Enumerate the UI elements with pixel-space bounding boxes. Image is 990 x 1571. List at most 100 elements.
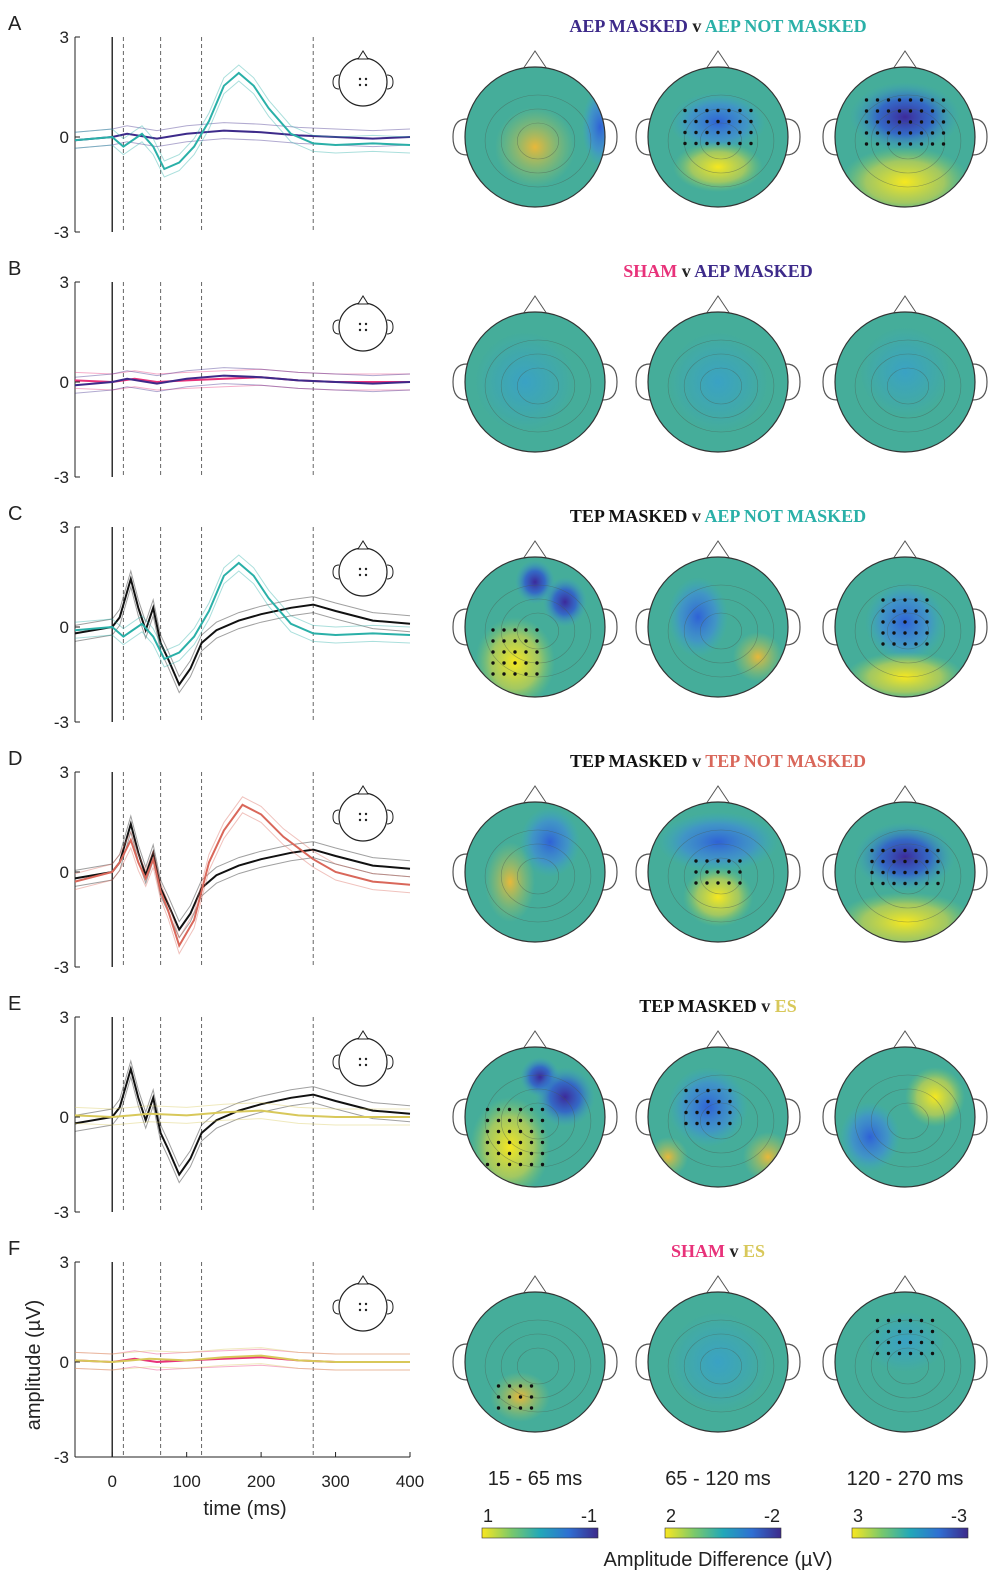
topomap-4-0-electrode: [485, 1162, 490, 1167]
topomap-0-2-electrode: [919, 98, 924, 102]
topomap-0-1-electrode: [716, 108, 720, 113]
topomap-3-2-contour-2: [854, 829, 962, 923]
topomap-5-0-map: [465, 1292, 605, 1432]
comparison-title: TEP MASKED v TEP NOT MASKED: [570, 751, 866, 771]
aep-not-masked-ci-upper: [74, 554, 411, 652]
topomap-5-2-electrode: [897, 1318, 902, 1323]
comparison-title-aep-masked: AEP MASKED: [569, 16, 688, 36]
topomap-4-0-electrode: [540, 1107, 545, 1112]
topomap-0-2-electrode: [864, 109, 869, 113]
topomap-2-0-ear-right: [602, 608, 618, 646]
topomap-0-1-electrode: [749, 119, 753, 124]
topomap-0-2-electrode: [930, 120, 935, 124]
topomap-4-0-electrode: [485, 1107, 490, 1112]
topomap-0-1-contour-0: [699, 122, 742, 160]
topomap-3-2-electrode: [914, 859, 918, 864]
topomap-5-2-electrode: [886, 1318, 891, 1323]
head-inset-electrode: [358, 573, 362, 577]
topomap-5-1-ear-left: [635, 1343, 651, 1381]
topomap-0-1-electrode: [694, 130, 698, 135]
head-inset-electrode: [358, 1057, 362, 1061]
topomap-5-1-map: [648, 1292, 788, 1432]
es-ci-upper: [74, 1347, 410, 1355]
colorbar: [481, 1527, 599, 1539]
topomap-0-2-electrode: [908, 120, 913, 124]
topomap-0-1-electrode: [694, 119, 698, 124]
topomap-2-2-contour-1: [870, 598, 946, 664]
topomap-0-2-electrode: [864, 120, 869, 124]
y-tick-label: -3: [54, 1203, 69, 1222]
y-tick-label: 0: [60, 1353, 69, 1372]
topomap-5-2-electrode: [897, 1329, 902, 1334]
y-tick-label: -3: [54, 468, 69, 487]
topomap-2-2-electrode: [914, 642, 918, 646]
topomap-5-2-electrode: [930, 1329, 935, 1334]
topomap-3-1-electrode: [716, 859, 720, 863]
topomap-4-0-electrode: [485, 1118, 490, 1123]
es-ci-upper: [74, 1102, 410, 1110]
topomap-4-0-electrode: [507, 1107, 512, 1112]
topomap-4-0-contour-1: [500, 1088, 576, 1154]
aep-masked-ci-lower: [74, 383, 411, 394]
topomap-2-2-electrode: [892, 609, 896, 613]
topomap-3-1-electrode: [705, 859, 709, 863]
topomap-0-1-blob-1: [673, 142, 763, 192]
topomap-4-1-contour-0: [699, 1102, 742, 1140]
topomap-3-2-electrode: [881, 870, 885, 875]
topomap-2-2-ear-right: [972, 608, 988, 646]
topomap-3-1-electrode: [694, 870, 698, 874]
topomap-0-2-electrode: [864, 142, 869, 146]
topomap-3-2-electrode: [870, 870, 874, 875]
topomap-4-1-electrode: [717, 1110, 721, 1115]
topomap-2-0-electrode: [491, 639, 495, 643]
topomap-3-1-ear-right: [785, 853, 801, 891]
aep-not-masked-ci-lower: [74, 80, 411, 178]
panel-a: A 3 0 -3 AEP MASKED v AEP NOT MASKED: [8, 13, 988, 242]
tep-masked-ci-lower: [74, 830, 411, 939]
topomap-3-2-electrode: [903, 859, 907, 864]
topomap-0-0-map: [465, 67, 605, 207]
head-inset-electrode: [358, 83, 362, 87]
topomap-1-2-contour-2: [854, 339, 962, 433]
comparison-title-es: ES: [775, 996, 797, 1016]
topomap-2-0-nose: [522, 540, 548, 560]
topomap-2-1-ear-left: [635, 608, 651, 646]
topomap-5-1-ear-right: [785, 1343, 801, 1381]
tep-masked-ci-upper: [74, 569, 411, 678]
y-tick-label: 0: [60, 863, 69, 882]
comparison-title-sham: SHAM: [671, 1241, 725, 1261]
topomap-3-2-electrode: [881, 881, 885, 886]
topomap-3-2-electrode: [936, 859, 940, 864]
topomap-2-0-electrode: [535, 650, 539, 654]
topomap-0-2-electrode: [919, 131, 924, 135]
topomap-0-1-electrode: [749, 141, 753, 146]
topomap-2-0-electrode: [513, 639, 517, 643]
topomap-5-1-blob-0: [668, 1312, 768, 1412]
topomap-5-1-contour-0: [699, 1347, 742, 1385]
head-inset-electrode: [364, 1063, 368, 1067]
topomap-0-1-electrode: [705, 141, 709, 146]
topomap-2-2-electrode: [881, 620, 885, 624]
aep-masked-ci-lower: [74, 138, 411, 149]
comparison-title: TEP MASKED v AEP NOT MASKED: [570, 506, 866, 526]
head-inset-ear-right: [386, 809, 394, 825]
topomap-2-1-contour-0: [699, 612, 742, 650]
topomap-5-2-electrode: [919, 1340, 924, 1345]
topomap-4-0-electrode: [496, 1162, 501, 1167]
topomap-3-2-electrode: [903, 870, 907, 875]
head-inset-electrode: [358, 1063, 362, 1067]
panel-letter: A: [8, 13, 22, 35]
colorbar-label: Amplitude Difference (µV): [603, 1549, 832, 1571]
comparison-title: AEP MASKED v AEP NOT MASKED: [569, 16, 866, 36]
topomap-3-2-electrode: [925, 859, 929, 864]
topomap-4-2-nose: [892, 1030, 918, 1050]
topomap-0-1-electrode: [727, 130, 731, 135]
topomap-3-2-electrode: [936, 881, 940, 886]
head-inset-electrode: [364, 1057, 368, 1061]
x-tick-label: 200: [247, 1472, 275, 1491]
topomap-2-0-electrode: [524, 661, 528, 665]
topomap-3-0-contour-2: [484, 829, 592, 923]
colorbar: [851, 1527, 969, 1539]
topomap-5-2-electrode: [875, 1329, 880, 1334]
